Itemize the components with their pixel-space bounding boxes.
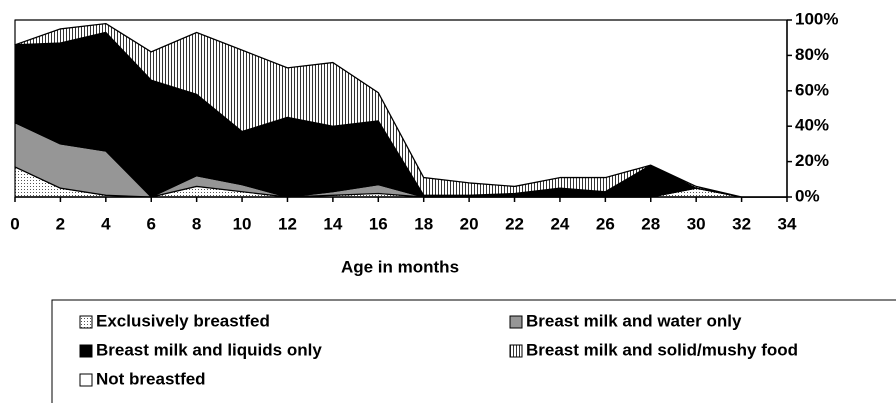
legend-swatch <box>79 315 93 329</box>
legend-swatch <box>509 344 523 358</box>
x-tick-label: 30 <box>687 214 706 233</box>
x-tick-label: 0 <box>10 214 19 233</box>
x-tick-label: 8 <box>192 214 201 233</box>
x-tick-label: 12 <box>278 214 297 233</box>
x-tick-label: 32 <box>732 214 751 233</box>
y-tick-label: 60% <box>795 80 829 99</box>
x-tick-label: 2 <box>56 214 65 233</box>
x-tick-label: 6 <box>147 214 156 233</box>
legend-label: Exclusively breastfed <box>96 311 270 330</box>
y-tick-label: 80% <box>795 45 829 64</box>
legend-swatch <box>79 373 93 387</box>
x-axis-label: Age in months <box>341 257 459 276</box>
x-tick-label: 18 <box>414 214 433 233</box>
y-tick-label: 20% <box>795 151 829 170</box>
legend-label: Not breastfed <box>96 369 206 388</box>
x-tick-label: 34 <box>778 214 797 233</box>
legend-box <box>51 299 896 403</box>
x-tick-label: 10 <box>233 214 252 233</box>
x-tick-label: 26 <box>596 214 615 233</box>
legend-label: Breast milk and solid/mushy food <box>526 340 798 359</box>
x-tick-label: 16 <box>369 214 388 233</box>
x-tick-label: 4 <box>101 214 111 233</box>
legend-label: Breast milk and liquids only <box>96 340 322 359</box>
x-tick-label: 24 <box>550 214 569 233</box>
y-tick-label: 0% <box>795 186 820 205</box>
legend-swatch <box>509 315 523 329</box>
x-tick-label: 14 <box>323 214 342 233</box>
x-tick-label: 22 <box>505 214 524 233</box>
y-tick-label: 100% <box>795 9 838 28</box>
y-tick-label: 40% <box>795 116 829 135</box>
legend-swatch <box>79 344 93 358</box>
x-tick-label: 20 <box>460 214 479 233</box>
legend-label: Breast milk and water only <box>526 311 742 330</box>
x-tick-label: 28 <box>641 214 660 233</box>
